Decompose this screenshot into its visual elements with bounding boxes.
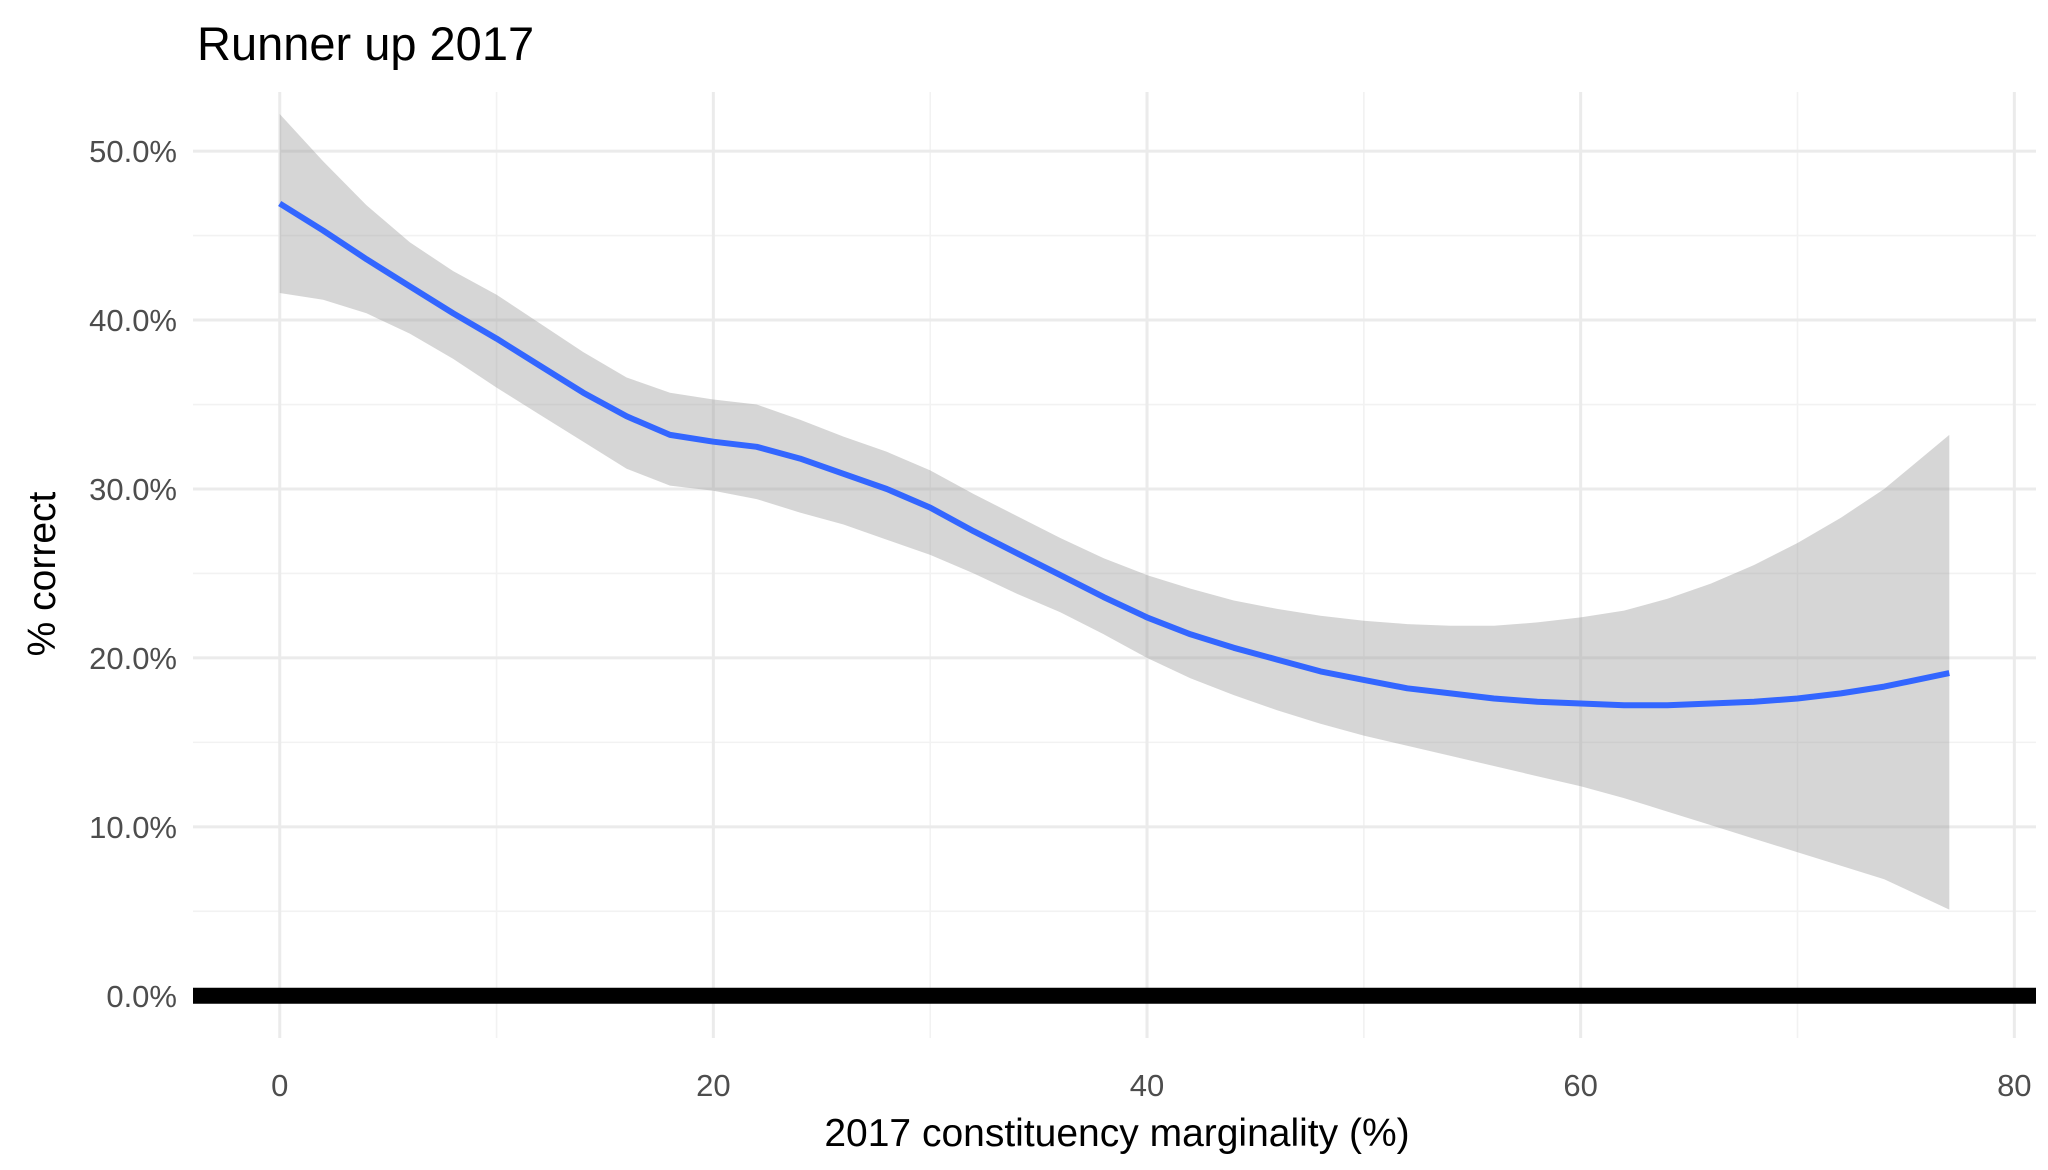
x-axis-title: 2017 constituency marginality (%) — [824, 1112, 1409, 1155]
chart-title: Runner up 2017 — [197, 17, 534, 70]
x-tick-label: 80 — [1997, 1068, 2031, 1103]
major-gridlines — [193, 92, 2036, 1038]
x-tick-label: 20 — [696, 1068, 730, 1103]
y-axis-title: % correct — [21, 491, 64, 656]
minor-gridlines — [193, 92, 2036, 1038]
y-tick-label: 30.0% — [89, 472, 177, 507]
tick-labels: 0.0% 10.0% 20.0% 30.0% 40.0% 50.0% 0 20 40 60 80 — [89, 134, 2031, 1103]
y-tick-label: 50.0% — [89, 134, 177, 169]
y-tick-label: 40.0% — [89, 303, 177, 338]
y-tick-label: 10.0% — [89, 810, 177, 845]
series-line-layer — [278, 200, 1950, 709]
smooth-line — [278, 200, 1950, 709]
x-tick-label: 60 — [1563, 1068, 1597, 1103]
x-tick-label: 0 — [271, 1068, 288, 1103]
y-tick-label: 0.0% — [106, 979, 177, 1014]
y-tick-label: 20.0% — [89, 641, 177, 676]
confidence-band-layer — [279, 114, 1950, 910]
x-tick-label: 40 — [1130, 1068, 1164, 1103]
confidence-band — [279, 114, 1950, 910]
